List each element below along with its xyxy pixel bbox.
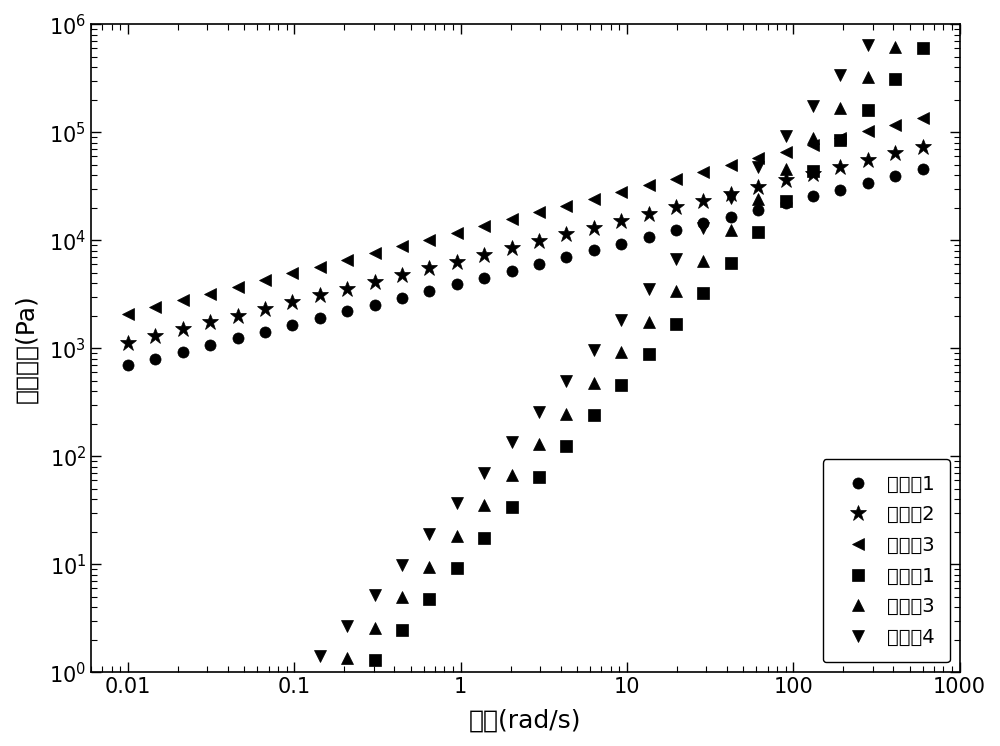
X-axis label: 频率(rad/s): 频率(rad/s)	[469, 708, 582, 732]
Legend: 实施例1, 实施例2, 实施例3, 对比例1, 对比例3, 对比例4: 实施例1, 实施例2, 实施例3, 对比例1, 对比例3, 对比例4	[823, 459, 950, 662]
Y-axis label: 储能模量(Pa): 储能模量(Pa)	[14, 294, 38, 403]
